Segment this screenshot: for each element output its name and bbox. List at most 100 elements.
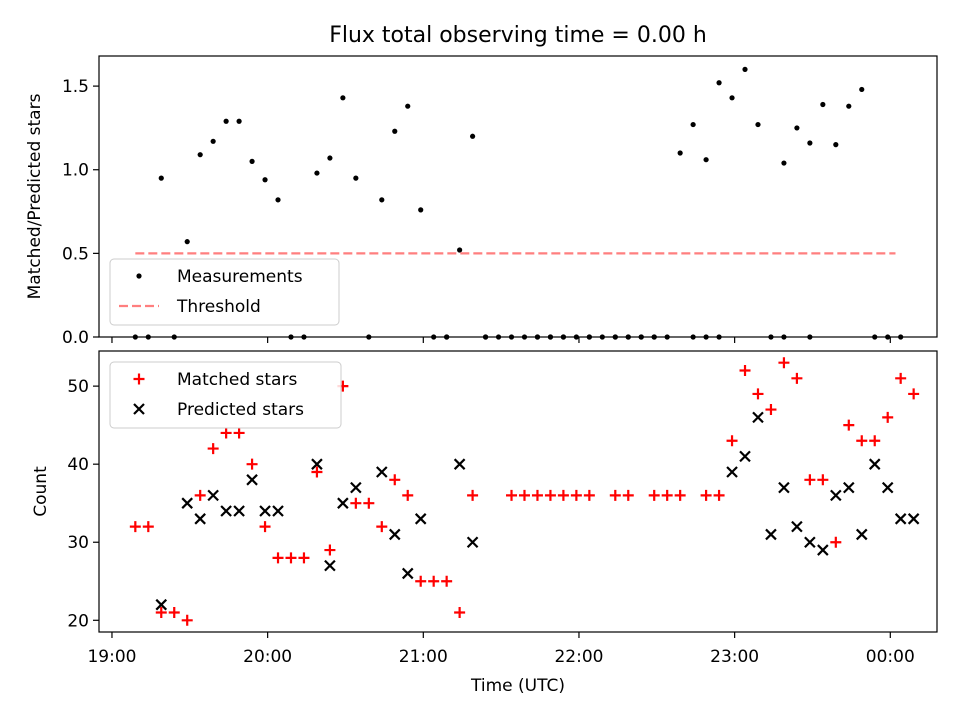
matched-star-point bbox=[506, 489, 518, 501]
measurement-point bbox=[392, 128, 398, 134]
matched-star-point bbox=[739, 365, 751, 377]
matched-star-point bbox=[441, 575, 453, 587]
matched-star-point bbox=[259, 521, 271, 533]
measurement-point bbox=[184, 239, 190, 245]
predicted-star-point bbox=[311, 458, 323, 470]
matched-star-point bbox=[622, 489, 634, 501]
predicted-star-point bbox=[855, 528, 868, 541]
measurement-point bbox=[833, 142, 839, 148]
predicted-star-point bbox=[207, 489, 219, 502]
matched-star-point bbox=[207, 443, 219, 455]
legend-label: Matched stars bbox=[177, 370, 297, 390]
matched-star-point bbox=[454, 606, 466, 618]
matched-star-point bbox=[700, 489, 712, 501]
x-tick-label: 23:00 bbox=[710, 647, 759, 667]
matched-star-point bbox=[376, 521, 388, 533]
predicted-star-point bbox=[414, 513, 427, 525]
predicted-star-point bbox=[401, 567, 414, 580]
measurement-point bbox=[859, 86, 865, 93]
matched-star-point bbox=[908, 388, 920, 400]
legend-box bbox=[109, 258, 340, 326]
matched-star-point bbox=[194, 489, 206, 501]
measurement-point bbox=[729, 95, 735, 101]
matched-star-point bbox=[155, 606, 167, 618]
legend-label: Threshold bbox=[176, 297, 261, 317]
matched-star-point bbox=[804, 474, 816, 486]
predicted-star-point bbox=[181, 497, 193, 509]
measurement-point bbox=[405, 103, 411, 109]
y-tick-label: 20 bbox=[67, 611, 89, 631]
measurement-point bbox=[314, 170, 320, 176]
x-tick-label: 22:00 bbox=[554, 647, 603, 667]
predicted-star-point bbox=[337, 497, 349, 509]
matched-star-point bbox=[869, 435, 881, 447]
predicted-star-point bbox=[324, 559, 336, 572]
matched-star-point bbox=[389, 474, 401, 486]
matched-star-point bbox=[765, 404, 777, 416]
predicted-star-point bbox=[894, 513, 907, 525]
matched-star-point bbox=[142, 521, 154, 533]
plot-frame bbox=[98, 55, 938, 338]
matched-star-point bbox=[661, 489, 673, 501]
matched-star-point bbox=[570, 489, 582, 501]
matched-star-point bbox=[713, 489, 725, 501]
matched-star-point bbox=[220, 427, 232, 439]
measurement-point bbox=[353, 175, 359, 181]
measurement-point bbox=[158, 175, 164, 181]
matched-star-point bbox=[778, 357, 790, 369]
matched-star-point bbox=[246, 458, 258, 470]
matched-star-point bbox=[129, 521, 141, 533]
predicted-star-point bbox=[739, 450, 751, 463]
predicted-star-point bbox=[778, 481, 790, 494]
matched-star-point bbox=[233, 427, 245, 439]
matched-star-point bbox=[363, 497, 375, 509]
y-tick-label: 1.0 bbox=[62, 161, 89, 181]
x-axis-label: Time (UTC) bbox=[470, 676, 565, 696]
predicted-star-point bbox=[881, 481, 894, 494]
top-panel: 0.0 0.5 1.0 1.5 Matched/Predicted stars Measu… bbox=[25, 55, 938, 348]
plot-frame bbox=[98, 350, 938, 633]
matched-star-point bbox=[817, 474, 829, 486]
predicted-star-point bbox=[350, 481, 362, 494]
measurement-point bbox=[846, 103, 852, 109]
measurement-point bbox=[716, 80, 722, 86]
matched-star-point bbox=[557, 489, 569, 501]
matched-star-point bbox=[674, 489, 686, 501]
measurement-point bbox=[236, 118, 242, 124]
predicted-star-point bbox=[791, 520, 803, 533]
legend-box bbox=[109, 361, 342, 429]
y-axis-label: Matched/Predicted stars bbox=[25, 93, 45, 299]
matched-star-point bbox=[830, 536, 842, 548]
matched-star-point bbox=[531, 489, 543, 501]
y-tick-label: 1.5 bbox=[62, 77, 89, 97]
y-axis-label: Count bbox=[31, 466, 51, 517]
legend-matched-swatch bbox=[133, 373, 145, 385]
y-tick-label: 30 bbox=[67, 533, 89, 553]
x-tick-label: 00:00 bbox=[866, 647, 915, 667]
matched-star-point bbox=[752, 388, 764, 400]
matched-star-point bbox=[467, 489, 479, 501]
predicted-star-point bbox=[830, 489, 842, 502]
measurement-point bbox=[262, 177, 268, 183]
matched-star-point bbox=[583, 489, 595, 501]
predicted-star-point bbox=[907, 513, 920, 525]
measurement-point bbox=[197, 152, 203, 158]
predicted-star-point bbox=[233, 505, 245, 517]
measurement-point bbox=[807, 140, 813, 146]
measurement-point bbox=[327, 155, 333, 161]
measurement-point bbox=[755, 121, 761, 128]
predicted-star-point bbox=[272, 505, 284, 517]
measurement-point bbox=[210, 138, 216, 144]
measurement-point bbox=[249, 158, 255, 164]
matched-star-point bbox=[843, 419, 855, 431]
y-tick-label: 50 bbox=[67, 377, 89, 397]
predicted-star-point bbox=[804, 536, 816, 549]
x-tick-label: 19:00 bbox=[87, 647, 136, 667]
matched-star-point bbox=[402, 489, 414, 501]
measurement-point bbox=[794, 125, 800, 131]
matched-star-point bbox=[544, 489, 556, 501]
predicted-star-point bbox=[843, 481, 855, 494]
legend-label: Measurements bbox=[177, 267, 303, 287]
measurement-point bbox=[820, 101, 826, 108]
